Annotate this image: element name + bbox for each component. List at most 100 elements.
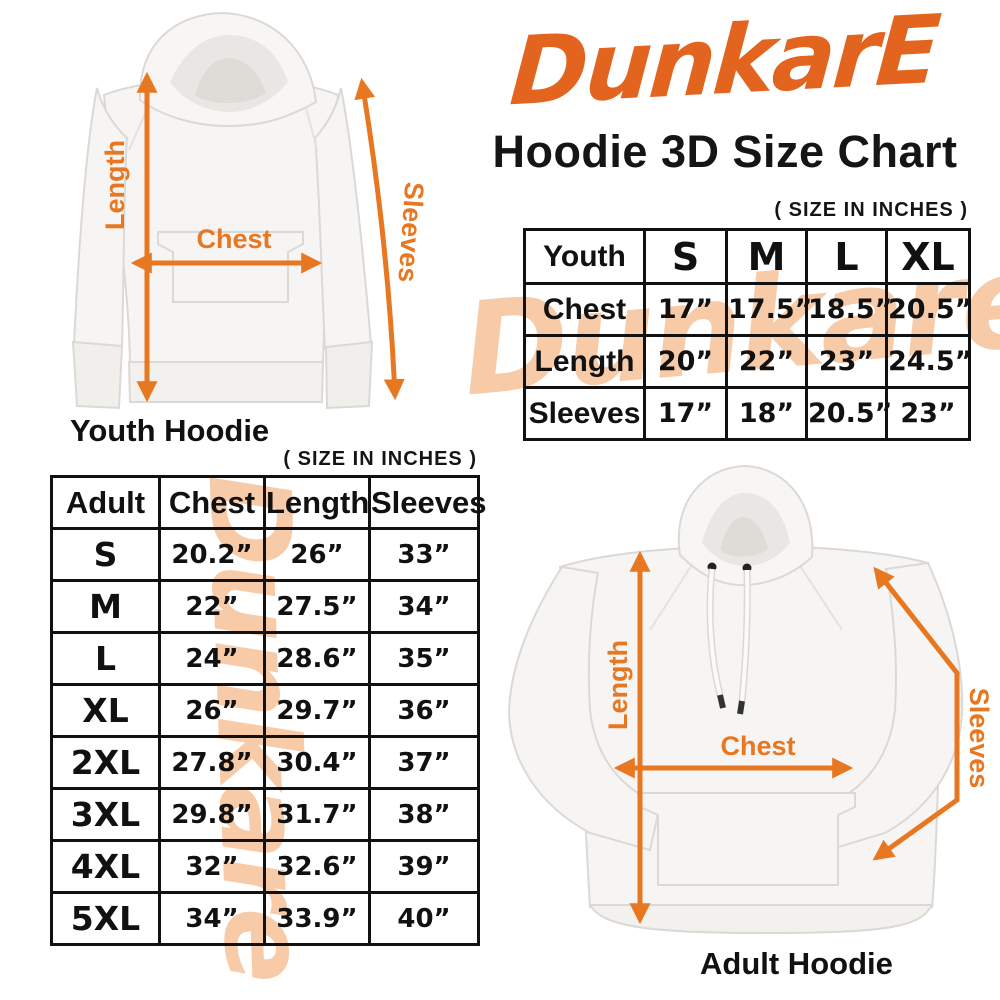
chest-label: Chest <box>720 731 795 761</box>
table-cell: 38” <box>368 787 480 842</box>
table-cell: 28.6” <box>263 631 371 686</box>
page-title: Hoodie 3D Size Chart <box>492 126 958 177</box>
youth-hoodie-drawing <box>71 11 374 410</box>
hoodie-right-sleeve <box>313 87 373 351</box>
table-cell: 29.7” <box>263 683 371 738</box>
length-label: Length <box>603 640 633 730</box>
left-drawstring-core <box>708 568 722 696</box>
size-note-adult: ( SIZE IN INCHES ) <box>283 448 477 470</box>
youth-col-header-xl: XL <box>885 228 971 285</box>
table-cell: 18” <box>725 386 808 441</box>
table-row: XL 26” 29.7” 36” <box>50 683 480 738</box>
adult-row-label-m: M <box>50 579 161 634</box>
brand-logo: DunkarE <box>506 0 942 127</box>
table-row: Length 20” 22” 23” 24.5” <box>523 334 972 389</box>
table-cell: 39” <box>368 839 480 894</box>
sleeves-label: Sleeves <box>392 181 429 283</box>
hoodie-left-cuff <box>71 340 124 410</box>
table-cell: 40” <box>368 891 480 946</box>
hood-shadow <box>720 517 768 557</box>
table-cell: 23” <box>885 386 971 441</box>
raglan-seams <box>649 557 843 631</box>
adult-caption: Adult Hoodie <box>700 946 893 981</box>
table-cell: 23” <box>805 334 888 389</box>
adult-row-label-3xl: 3XL <box>50 787 161 842</box>
table-row: Chest 17” 17.5” 18.5” 20.5” <box>523 282 972 337</box>
hoodie-left-sleeve <box>72 87 129 350</box>
table-row: L 24” 28.6” 35” <box>50 631 480 686</box>
adult-table-header-row: Adult Chest Length Sleeves <box>50 475 487 530</box>
table-cell: 17.5” <box>725 282 812 337</box>
table-cell: 33” <box>368 527 480 582</box>
hoodie-left-arm <box>507 565 662 852</box>
youth-caption: Youth Hoodie <box>70 413 270 448</box>
table-cell: 17” <box>643 386 728 441</box>
size-note-youth: ( SIZE IN INCHES ) <box>774 199 968 221</box>
youth-row-label-chest: Chest <box>523 282 646 337</box>
adult-row-label-5xl: 5XL <box>50 891 161 946</box>
table-cell: 30.4” <box>263 735 371 790</box>
table-row: Sleeves 17” 18” 20.5” 23” <box>523 386 971 441</box>
adult-row-label-l: L <box>50 631 161 686</box>
table-row: 4XL 32” 32.6” 39” <box>50 839 480 894</box>
adult-row-label-4xl: 4XL <box>50 839 161 894</box>
youth-table-corner-cell: Youth <box>523 228 646 285</box>
table-cell: 33.9” <box>263 891 371 946</box>
table-cell: 27.8” <box>158 735 266 790</box>
hoodie-hem-band <box>588 904 934 935</box>
youth-col-header-m: M <box>725 228 808 285</box>
table-cell: 20” <box>643 334 728 389</box>
chest-label: Chest <box>196 224 271 254</box>
table-cell: 17” <box>643 282 728 337</box>
adult-row-label-2xl: 2XL <box>50 735 161 790</box>
adult-row-label-xl: XL <box>50 683 161 738</box>
table-cell: 26” <box>263 527 371 582</box>
table-cell: 24” <box>158 631 266 686</box>
adult-col-header-length: Length <box>263 475 371 530</box>
table-cell: 22” <box>158 579 266 634</box>
right-drawstring-core <box>740 569 750 702</box>
length-label: Length <box>100 140 130 230</box>
table-cell: 37” <box>368 735 480 790</box>
youth-table-header-row: Youth S M L XL <box>523 228 971 285</box>
adult-hoodie-drawing <box>507 464 964 935</box>
youth-size-table: Youth S M L XL Chest 17” 17.5” 18.5” 20.… <box>523 228 972 441</box>
adult-table-corner-cell: Adult <box>50 475 161 530</box>
adult-hoodie-figure: Length Chest Sleeves <box>507 464 994 935</box>
table-cell: 34” <box>368 579 480 634</box>
kangaroo-pocket <box>639 792 856 886</box>
table-cell: 26” <box>158 683 266 738</box>
youth-hoodie-figure: Length Chest Sleeves <box>71 11 429 410</box>
sleeves-arrow <box>872 566 960 861</box>
table-cell: 29.8” <box>158 787 266 842</box>
table-cell: 36” <box>368 683 480 738</box>
table-row: 3XL 29.8” 31.7” 38” <box>50 787 480 842</box>
left-aglet <box>717 694 726 709</box>
table-row: 5XL 34” 33.9” 40” <box>50 891 480 946</box>
table-row: M 22” 27.5” 34” <box>50 579 480 634</box>
table-cell: 27.5” <box>263 579 371 634</box>
hoodie-right-cuff <box>324 340 374 410</box>
table-cell: 20.5” <box>885 282 972 337</box>
right-aglet <box>737 700 745 715</box>
table-row: S 20.2” 26” 33” <box>50 527 480 582</box>
adult-row-label-s: S <box>50 527 161 582</box>
adult-size-table: Adult Chest Length Sleeves S 20.2” 26” 3… <box>50 475 487 946</box>
table-cell: 32” <box>158 839 266 894</box>
youth-row-label-length: Length <box>523 334 646 389</box>
table-row: 2XL 27.8” 30.4” 37” <box>50 735 480 790</box>
table-cell: 20.2” <box>158 527 266 582</box>
hoodie-hem-band <box>127 361 325 403</box>
youth-col-header-s: S <box>643 228 728 285</box>
adult-col-header-sleeves: Sleeves <box>368 475 487 530</box>
adult-col-header-chest: Chest <box>158 475 266 530</box>
table-cell: 35” <box>368 631 480 686</box>
table-cell: 18.5” <box>805 282 892 337</box>
table-cell: 31.7” <box>263 787 371 842</box>
table-cell: 32.6” <box>263 839 371 894</box>
youth-col-header-l: L <box>805 228 888 285</box>
table-cell: 22” <box>725 334 808 389</box>
hood-shadow <box>195 58 266 104</box>
table-cell: 20.5” <box>805 386 892 441</box>
